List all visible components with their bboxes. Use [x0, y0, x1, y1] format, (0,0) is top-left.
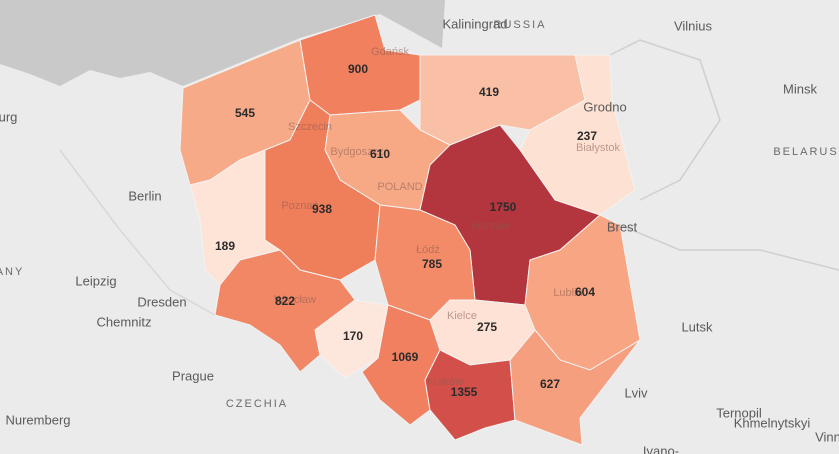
- value-label: 545: [235, 106, 255, 120]
- value-label: 1069: [392, 350, 419, 364]
- place-label: Minsk: [783, 81, 817, 96]
- place-label: Kaliningrad: [442, 16, 507, 31]
- place-label: Grodno: [583, 99, 626, 114]
- value-label: 170: [343, 329, 363, 343]
- place-label: Vilnius: [674, 18, 713, 33]
- city-label: Łódź: [416, 244, 440, 256]
- place-label: Ternopil: [716, 405, 762, 420]
- value-label: 237: [577, 129, 597, 143]
- place-label: Nuremberg: [5, 412, 70, 427]
- place-label: Leipzig: [75, 273, 116, 288]
- border: [619, 224, 839, 271]
- value-label: 785: [422, 257, 442, 271]
- place-label: Berlin: [128, 188, 161, 203]
- regions: [179, 14, 641, 446]
- city-label: POLAND: [377, 181, 422, 193]
- place-label: Prague: [172, 368, 214, 383]
- place-label: Chemnitz: [97, 314, 152, 329]
- city-label: Kielce: [447, 310, 477, 322]
- country-label: CZECHIA: [226, 398, 288, 410]
- border: [609, 39, 721, 201]
- value-label: 938: [312, 202, 332, 216]
- place-label: Khmelnytskyi: [734, 415, 811, 430]
- city-label: Kraków: [427, 376, 464, 388]
- place-label: urg: [0, 109, 17, 124]
- value-label: 275: [477, 320, 497, 334]
- country-label: BELARUS: [773, 146, 838, 158]
- value-label: 627: [540, 377, 560, 391]
- city-label: Gdańsk: [371, 46, 409, 58]
- value-label: 1750: [490, 200, 517, 214]
- city-label: Wrocław: [274, 294, 316, 306]
- city-label: Poznań: [281, 200, 318, 212]
- country-label: ANY: [0, 266, 24, 278]
- border: [59, 149, 216, 316]
- value-label: 1355: [451, 385, 478, 399]
- city-label: Bydgoszcz: [330, 146, 383, 158]
- value-label: 610: [370, 147, 390, 161]
- value-label: 822: [275, 294, 295, 308]
- place-label: Vinn: [815, 429, 839, 444]
- place-label: Ivano-: [643, 443, 679, 454]
- labels: Gdańsk Szczecin Bydgoszcz POLAND Poznań Biały…: [0, 16, 839, 454]
- city-label: Szczecin: [288, 121, 332, 133]
- city-label: Białystok: [576, 142, 621, 154]
- region: [509, 329, 641, 446]
- country-label: RUSSIA: [494, 19, 547, 31]
- value-label: 604: [575, 285, 595, 299]
- value-label: 419: [479, 85, 499, 99]
- city-label: Warsaw: [470, 220, 509, 232]
- place-label: Dresden: [137, 294, 186, 309]
- place-label: Brest: [607, 219, 638, 234]
- region: [424, 349, 516, 441]
- sea: [0, 0, 445, 86]
- city-label: Lublin: [553, 287, 582, 299]
- value-label: 900: [348, 62, 368, 76]
- value-label: 189: [215, 239, 235, 253]
- place-label: Lutsk: [681, 319, 713, 334]
- place-label: Lviv: [624, 385, 648, 400]
